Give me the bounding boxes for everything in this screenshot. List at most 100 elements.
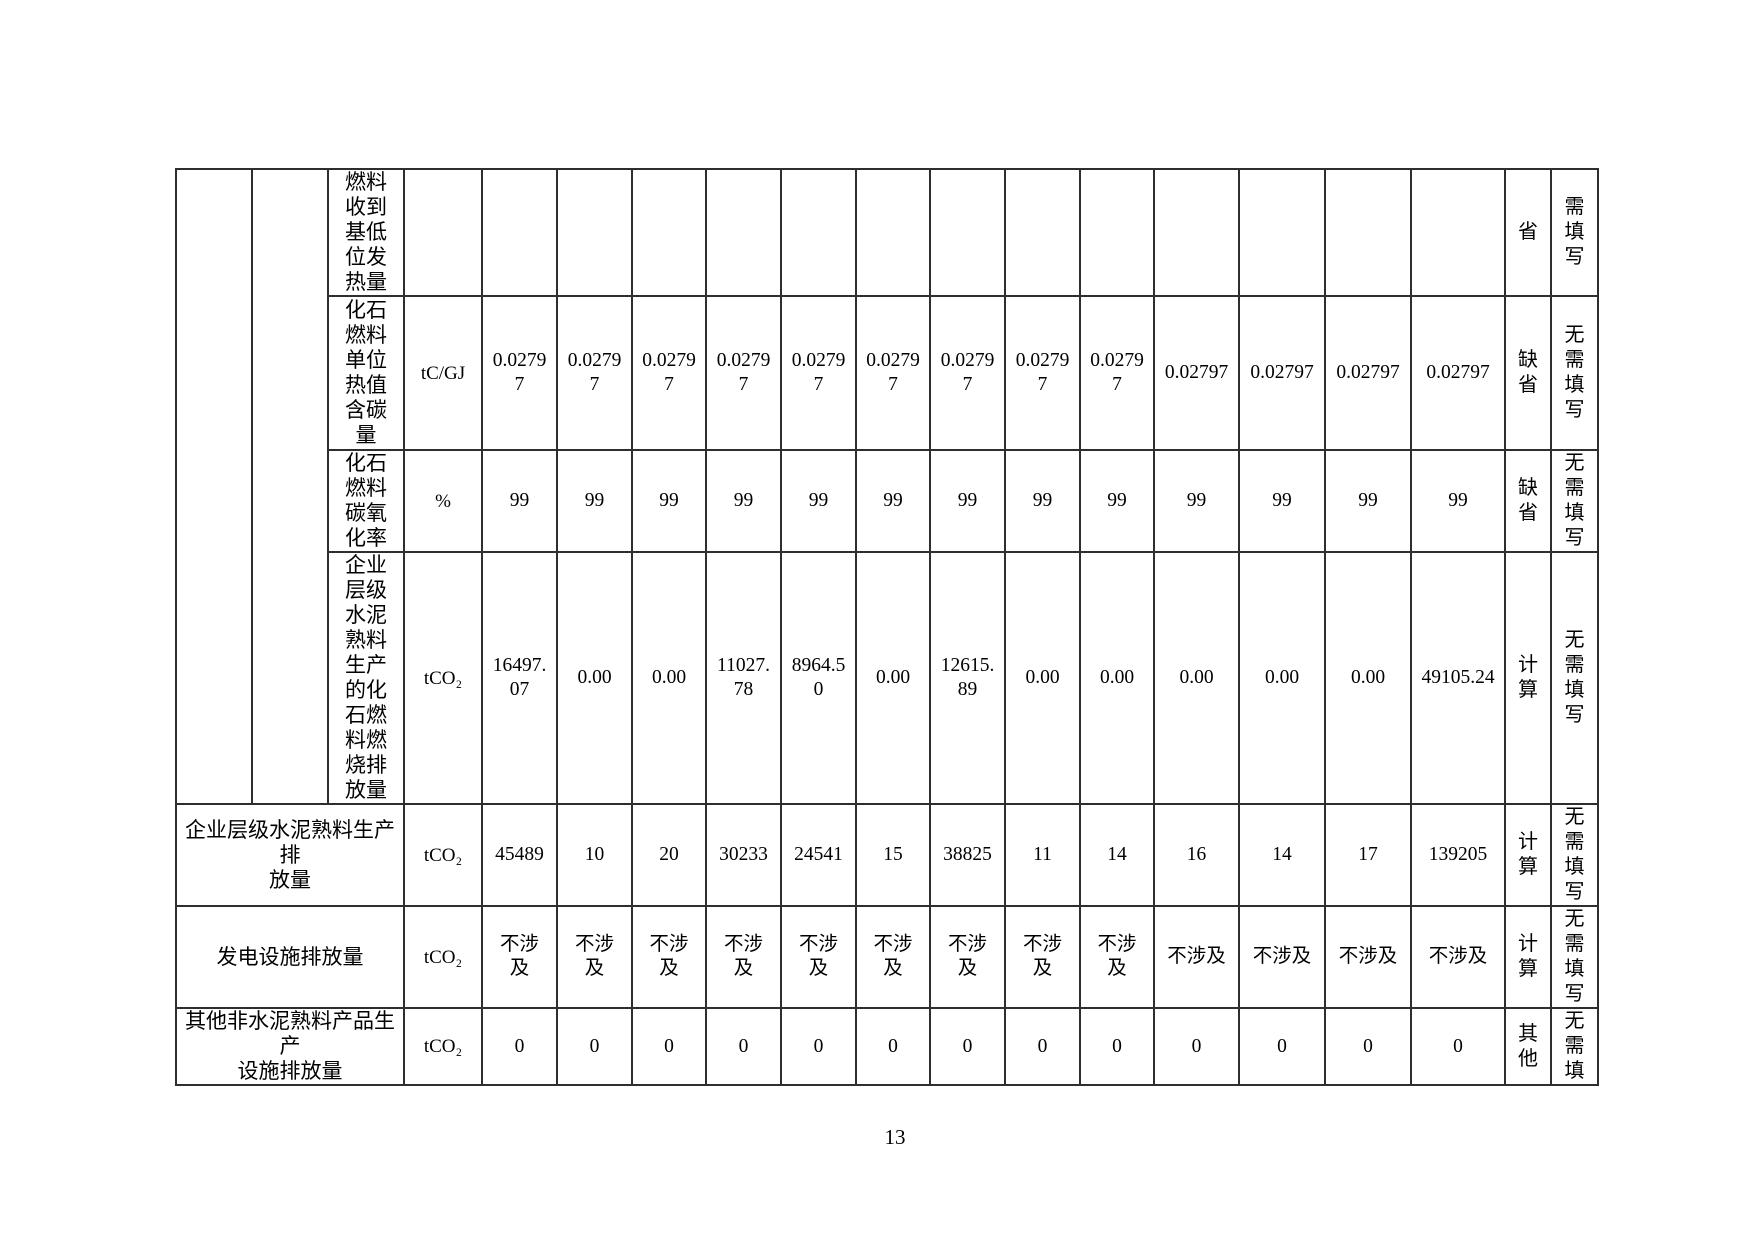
table-row: 企业 层级 水泥 熟料 生产 的化 石燃 料燃 烧排 放量 tCO₂ 16497… [176, 551, 1599, 805]
value-cell: 0 [1079, 1007, 1155, 1086]
unit-cell: tCO₂ [403, 551, 483, 805]
value-cell: 0.0279 7 [556, 295, 633, 451]
value-cell: 不涉 及 [1004, 905, 1081, 1009]
value-cell: 17 [1324, 803, 1412, 907]
row-label: 发电设施排放量 [175, 905, 405, 1009]
value-cell: 0 [481, 1007, 558, 1086]
unit-cell: tCO₂ [403, 1007, 483, 1086]
value-cell: 49105.24 [1410, 551, 1506, 805]
value-cell: 不涉 及 [705, 905, 782, 1009]
value-cell: 不涉及 [1410, 905, 1506, 1009]
unit-cell: tCO₂ [403, 803, 483, 907]
note-cell: 无 需 填 写 [1550, 551, 1599, 805]
method-cell: 其 他 [1504, 1007, 1552, 1086]
value-cell: 0 [855, 1007, 931, 1086]
row-label: 企业层级水泥熟料生产排 放量 [175, 803, 405, 907]
value-cell [705, 168, 782, 297]
table-row: 化石 燃料 碳氧 化率 % 99 99 99 99 99 99 99 99 99… [176, 449, 1599, 553]
value-cell [1410, 168, 1506, 297]
value-cell [1324, 168, 1412, 297]
value-cell: 0 [1324, 1007, 1412, 1086]
value-cell: 38825 [929, 803, 1006, 907]
value-cell [481, 168, 558, 297]
method-cell: 计 算 [1504, 803, 1552, 907]
unit-cell: tC/GJ [403, 295, 483, 451]
value-cell: 不涉及 [1238, 905, 1326, 1009]
value-cell: 14 [1238, 803, 1326, 907]
empty-category-cell [175, 168, 253, 805]
value-cell: 0.00 [1324, 551, 1412, 805]
value-cell: 0.00 [1079, 551, 1155, 805]
value-cell: 14 [1079, 803, 1155, 907]
unit-cell: % [403, 449, 483, 553]
value-cell: 0.0279 7 [929, 295, 1006, 451]
value-cell: 不涉及 [1324, 905, 1412, 1009]
value-cell: 139205 [1410, 803, 1506, 907]
row-label: 企业 层级 水泥 熟料 生产 的化 石燃 料燃 烧排 放量 [327, 551, 405, 805]
value-cell: 0 [929, 1007, 1006, 1086]
value-cell: 不涉 及 [780, 905, 857, 1009]
note-cell: 无 需 填 [1550, 1007, 1599, 1086]
value-cell: 0.00 [631, 551, 707, 805]
value-cell: 99 [631, 449, 707, 553]
value-cell: 不涉 及 [631, 905, 707, 1009]
table-row: 企业层级水泥熟料生产排 放量 tCO₂ 45489 10 20 30233 24… [175, 803, 1599, 907]
value-cell: 不涉 及 [855, 905, 931, 1009]
value-cell: 不涉 及 [481, 905, 558, 1009]
value-cell: 99 [780, 449, 857, 553]
row-label: 化石 燃料 碳氧 化率 [327, 449, 405, 553]
value-cell [1238, 168, 1326, 297]
emissions-table: 燃料 收到 基低 位发 热量 省 需 填 写 化石 燃料 单位 热值 含碳 量 … [175, 168, 1599, 1086]
value-cell: 0.0279 7 [481, 295, 558, 451]
value-cell [631, 168, 707, 297]
value-cell: 12615. 89 [929, 551, 1006, 805]
value-cell [855, 168, 931, 297]
note-cell: 需 填 写 [1550, 168, 1599, 297]
value-cell: 0.00 [855, 551, 931, 805]
value-cell: 11027. 78 [705, 551, 782, 805]
value-cell: 11 [1004, 803, 1081, 907]
value-cell: 45489 [481, 803, 558, 907]
value-cell: 0.02797 [1410, 295, 1506, 451]
value-cell: 99 [1410, 449, 1506, 553]
value-cell: 99 [855, 449, 931, 553]
note-cell: 无 需 填 写 [1550, 803, 1599, 907]
value-cell: 0 [1410, 1007, 1506, 1086]
method-cell: 缺 省 [1504, 449, 1552, 553]
value-cell: 10 [556, 803, 633, 907]
value-cell: 16497. 07 [481, 551, 558, 805]
value-cell: 0 [780, 1007, 857, 1086]
value-cell: 0.0279 7 [705, 295, 782, 451]
value-cell: 0.02797 [1324, 295, 1412, 451]
table-row: 其他非水泥熟料产品生产 设施排放量 tCO₂ 0 0 0 0 0 0 0 0 0… [175, 1007, 1599, 1086]
value-cell: 0 [1004, 1007, 1081, 1086]
table-row: 燃料 收到 基低 位发 热量 省 需 填 写 [175, 168, 1599, 805]
method-cell: 缺 省 [1504, 295, 1552, 451]
value-cell: 0.02797 [1153, 295, 1240, 451]
value-cell: 0.0279 7 [780, 295, 857, 451]
method-cell: 计 算 [1504, 905, 1552, 1009]
value-cell: 0 [1238, 1007, 1326, 1086]
page-number: 13 [884, 1125, 906, 1149]
value-cell: 0.0279 7 [855, 295, 931, 451]
row-label: 其他非水泥熟料产品生产 设施排放量 [175, 1007, 405, 1086]
value-cell: 99 [1238, 449, 1326, 553]
value-cell [1153, 168, 1240, 297]
value-cell: 99 [1079, 449, 1155, 553]
value-cell: 0.0279 7 [1079, 295, 1155, 451]
value-cell: 0.00 [1238, 551, 1326, 805]
value-cell: 不涉及 [1153, 905, 1240, 1009]
note-cell: 无 需 填 写 [1550, 905, 1599, 1009]
table-row: 化石 燃料 单位 热值 含碳 量 tC/GJ 0.0279 7 0.0279 7… [176, 295, 1599, 451]
value-cell: 99 [1004, 449, 1081, 553]
value-cell: 99 [481, 449, 558, 553]
method-cell: 省 [1504, 168, 1552, 297]
value-cell: 15 [855, 803, 931, 907]
value-cell: 不涉 及 [929, 905, 1006, 1009]
value-cell: 0 [1153, 1007, 1240, 1086]
value-cell: 0.0279 7 [631, 295, 707, 451]
value-cell: 99 [1153, 449, 1240, 553]
unit-cell [403, 168, 483, 297]
value-cell: 不涉 及 [1079, 905, 1155, 1009]
